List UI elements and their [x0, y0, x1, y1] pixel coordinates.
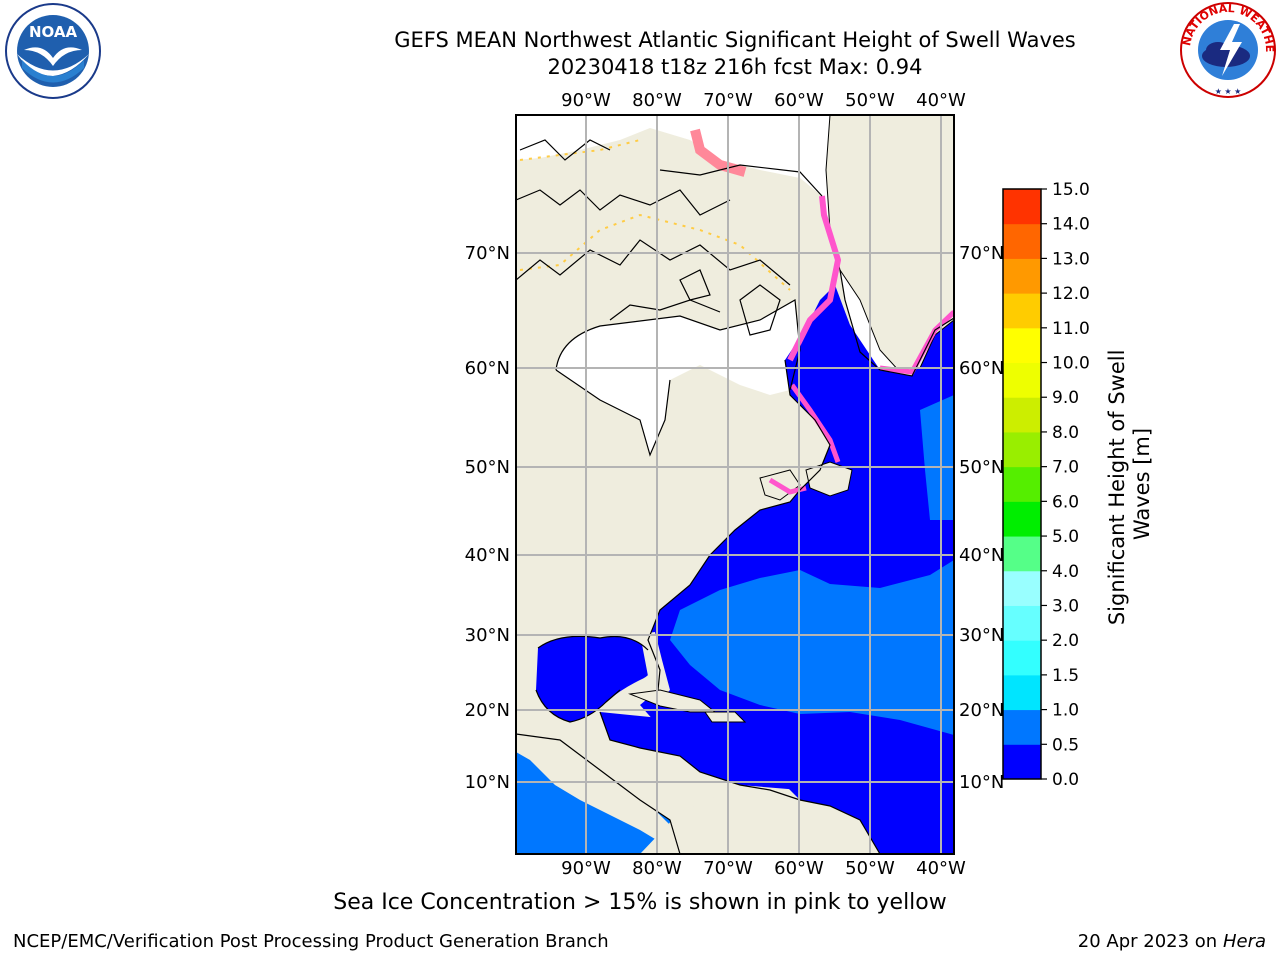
colorbar-block: [1003, 327, 1041, 364]
lat-label-left: 70°N: [465, 243, 510, 264]
lon-label-bottom: 60°W: [774, 858, 824, 879]
chart-subtitle: 20230418 t18z 216h fcst Max: 0.94: [547, 55, 923, 79]
lon-label-top: 70°W: [703, 90, 753, 111]
noaa-logo-text: NOAA: [29, 23, 78, 41]
map-svg: 90°W 80°W 70°W 60°W 50°W 40°W 90°W 80°W …: [465, 90, 1005, 879]
colorbar-tick-label: 11.0: [1052, 319, 1090, 339]
map-frame: [515, 114, 955, 855]
colorbar-block: [1003, 466, 1041, 502]
lat-label-left: 50°N: [465, 457, 510, 478]
colorbar-tick-label: 8.0: [1052, 423, 1079, 443]
graticule: [516, 115, 954, 854]
colorbar-tick-label: 14.0: [1052, 215, 1090, 235]
colorbar-svg: 0.0 0.5 1.0 1.5 2.0 3.0 4.0 5.0 6.0 7.0 8.0 9.0 10.0…: [1002, 180, 1154, 790]
colorbar-blocks: [1003, 189, 1041, 780]
colorbar-tick-label: 2.0: [1052, 631, 1079, 651]
lon-label-bottom: 40°W: [916, 858, 966, 879]
colorbar-label-line1: Significant Height of Swell: [1105, 350, 1129, 626]
map-panel: 90°W 80°W 70°W 60°W 50°W 40°W 90°W 80°W …: [440, 80, 1020, 880]
colorbar-tick-label: 0.5: [1052, 735, 1079, 755]
lat-label-left: 30°N: [465, 625, 510, 646]
colorbar-tick-label: 1.5: [1052, 666, 1079, 686]
colorbar-block: [1003, 258, 1041, 294]
lon-label-bottom: 80°W: [632, 858, 682, 879]
colorbar-block: [1003, 744, 1041, 780]
noaa-logo: NOAA: [2, 2, 104, 100]
lat-label-left: 40°N: [465, 545, 510, 566]
colorbar-block: [1003, 189, 1041, 225]
lat-label-right: 50°N: [959, 457, 1004, 478]
footer-date-text: 20 Apr 2023 on: [1077, 931, 1218, 952]
lat-label-left: 60°N: [465, 358, 510, 379]
colorbar-label: Significant Height of Swell Waves [m]: [1105, 343, 1154, 625]
ice-caption: Sea Ice Concentration > 15% is shown in …: [333, 890, 947, 915]
chart-title: GEFS MEAN Northwest Atlantic Significant…: [394, 28, 1076, 52]
footer-host: Hera: [1222, 931, 1266, 952]
lat-label-right: 10°N: [959, 772, 1004, 793]
colorbar-block: [1003, 431, 1041, 468]
lon-labels-bottom: 90°W 80°W 70°W 60°W 50°W 40°W: [561, 858, 966, 879]
lon-label-top: 40°W: [916, 90, 966, 111]
colorbar-tick-label: 5.0: [1052, 527, 1079, 547]
colorbar-block: [1003, 501, 1041, 537]
colorbar-tick-label: 6.0: [1052, 492, 1079, 512]
lon-label-bottom: 70°W: [703, 858, 753, 879]
colorbar-block: [1003, 397, 1041, 433]
colorbar-frame: [1002, 188, 1042, 780]
footer-credit: NCEP/EMC/Verification Post Processing Pr…: [13, 931, 609, 952]
colorbar-tick-label: 10.0: [1052, 354, 1090, 374]
lat-labels-left: 70°N 60°N 50°N 40°N 30°N 20°N 10°N: [465, 243, 510, 793]
lon-label-bottom: 90°W: [561, 858, 611, 879]
footer-date: 20 Apr 2023 on Hera: [1078, 931, 1266, 952]
ocean-light: [670, 560, 954, 735]
lat-label-right: 30°N: [959, 625, 1004, 646]
svg-text:★ ★ ★: ★ ★ ★: [1215, 87, 1242, 96]
lon-labels-top: 90°W 80°W 70°W 60°W 50°W 40°W: [561, 90, 966, 111]
lon-label-top: 50°W: [845, 90, 895, 111]
colorbar-tick-label: 4.0: [1052, 562, 1079, 582]
colorbar-block: [1003, 223, 1041, 259]
colorbar-tick-label: 0.0: [1052, 770, 1079, 790]
colorbar-tick-label: 15.0: [1052, 180, 1090, 200]
lon-label-bottom: 50°W: [845, 858, 895, 879]
colorbar-block: [1003, 570, 1041, 606]
lat-label-right: 60°N: [959, 358, 1004, 379]
colorbar-block: [1003, 640, 1041, 676]
colorbar: 0.0 0.5 1.0 1.5 2.0 3.0 4.0 5.0 6.0 7.0 8.0 9.0 10.0…: [1000, 180, 1180, 800]
colorbar-block: [1003, 605, 1041, 641]
colorbar-tick-label: 12.0: [1052, 284, 1090, 304]
colorbar-block: [1003, 709, 1041, 745]
nws-logo: NATIONAL WEATHER SERVICE ★ ★ ★: [1172, 0, 1280, 100]
colorbar-tick-label: 1.0: [1052, 701, 1079, 721]
colorbar-tick-label: 7.0: [1052, 458, 1079, 478]
lon-label-top: 80°W: [632, 90, 682, 111]
colorbar-block: [1003, 293, 1041, 329]
lon-label-top: 90°W: [561, 90, 611, 111]
colorbar-tick-label: 9.0: [1052, 388, 1079, 408]
colorbar-label-line2: Waves [m]: [1130, 428, 1154, 540]
lat-label-left: 10°N: [465, 772, 510, 793]
lat-label-right: 20°N: [959, 700, 1004, 721]
colorbar-tick-label: 13.0: [1052, 249, 1090, 269]
colorbar-block: [1003, 674, 1041, 711]
colorbar-block: [1003, 536, 1041, 572]
colorbar-block: [1003, 362, 1041, 398]
lat-labels-right: 70°N 60°N 50°N 40°N 30°N 20°N 10°N: [959, 243, 1004, 793]
lon-label-top: 60°W: [774, 90, 824, 111]
colorbar-tick-label: 3.0: [1052, 596, 1079, 616]
lat-label-right: 40°N: [959, 545, 1004, 566]
lat-label-right: 70°N: [959, 243, 1004, 264]
colorbar-ticks: 0.0 0.5 1.0 1.5 2.0 3.0 4.0 5.0 6.0 7.0 8.0 9.0 10.0…: [1041, 180, 1090, 790]
lat-label-left: 20°N: [465, 700, 510, 721]
